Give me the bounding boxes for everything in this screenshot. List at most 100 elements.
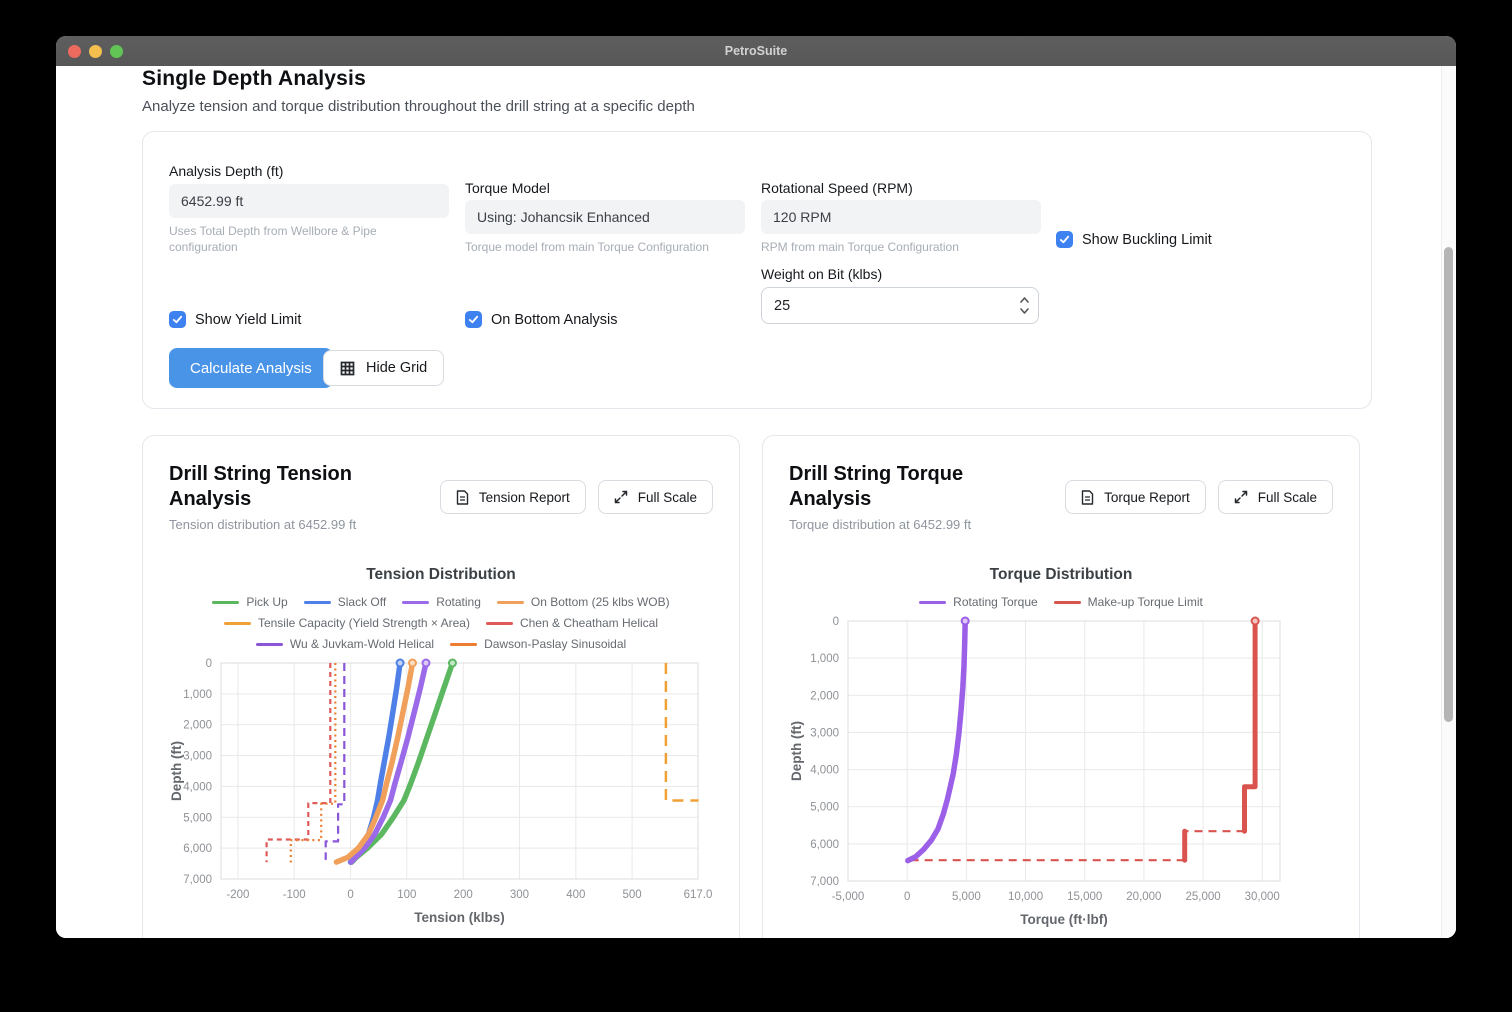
close-window-icon[interactable]: [68, 44, 81, 58]
calculate-analysis-button[interactable]: Calculate Analysis: [169, 348, 333, 388]
scrollbar-thumb[interactable]: [1444, 247, 1453, 722]
checkbox-label: On Bottom Analysis: [491, 311, 618, 328]
svg-text:Tension (klbs): Tension (klbs): [414, 910, 505, 925]
tension-analysis-card: Drill String Tension Analysis Tension di…: [142, 435, 740, 938]
card-title: Drill String Torque Analysis: [789, 463, 964, 510]
check-icon: [465, 311, 482, 328]
zoom-window-icon[interactable]: [110, 44, 123, 58]
svg-text:-100: -100: [283, 889, 306, 901]
legend-item[interactable]: Pick Up: [212, 595, 288, 609]
weight-on-bit-input[interactable]: [761, 287, 1039, 324]
hide-grid-button[interactable]: Hide Grid: [323, 350, 445, 386]
legend-item[interactable]: Rotating Torque: [919, 595, 1038, 609]
legend-item[interactable]: Make-up Torque Limit: [1053, 595, 1203, 609]
expand-icon: [1234, 490, 1247, 504]
svg-text:5,000: 5,000: [183, 812, 212, 824]
legend-label: Make-up Torque Limit: [1087, 595, 1203, 609]
legend-label: Chen & Cheatham Helical: [519, 616, 659, 630]
legend-swatch-icon: [255, 642, 283, 646]
legend-item[interactable]: Rotating: [402, 595, 481, 609]
svg-text:15,000: 15,000: [1067, 891, 1102, 903]
svg-text:2,000: 2,000: [183, 720, 212, 732]
analysis-depth-input[interactable]: [169, 184, 449, 218]
torque-model-input[interactable]: [465, 200, 745, 234]
torque-full-scale-button[interactable]: Full Scale: [1217, 480, 1333, 514]
document-icon: [456, 489, 469, 505]
show-yield-limit-checkbox[interactable]: Show Yield Limit: [169, 311, 301, 328]
legend-swatch-icon: [496, 600, 524, 604]
svg-text:Depth (ft): Depth (ft): [169, 741, 184, 801]
svg-text:-5,000: -5,000: [832, 891, 865, 903]
minimize-window-icon[interactable]: [89, 44, 102, 58]
svg-text:100: 100: [397, 889, 416, 901]
torque-analysis-card: Drill String Torque Analysis Torque dist…: [762, 435, 1360, 938]
legend-swatch-icon: [1053, 600, 1081, 604]
chart-title: Torque Distribution: [989, 566, 1133, 583]
svg-text:2,000: 2,000: [810, 690, 839, 702]
legend-label: On Bottom (25 klbs WOB): [530, 595, 670, 609]
legend-label: Dawson-Paslay Sinusoidal: [484, 637, 627, 651]
legend-label: Tensile Capacity (Yield Strength × Area): [257, 616, 470, 630]
svg-text:5,000: 5,000: [810, 802, 839, 814]
legend-swatch-icon: [223, 621, 251, 625]
tension-chart[interactable]: -200 -100 0 100 200 300 400 500 617.0 0 1,000 2,000…: [169, 655, 715, 929]
rotational-speed-helper: RPM from main Torque Configuration: [761, 240, 959, 254]
page-title: Single Depth Analysis: [142, 67, 366, 90]
analysis-settings-panel: Analysis Depth (ft) Uses Total Depth fro…: [142, 131, 1372, 409]
show-buckling-limit-checkbox[interactable]: Show Buckling Limit: [1056, 231, 1212, 248]
svg-text:4,000: 4,000: [183, 781, 212, 793]
page-subtitle: Analyze tension and torque distribution …: [142, 98, 695, 115]
svg-text:20,000: 20,000: [1126, 891, 1161, 903]
grid-icon: [340, 361, 355, 375]
svg-text:5,000: 5,000: [952, 891, 981, 903]
svg-text:Depth (ft): Depth (ft): [789, 721, 804, 781]
expand-icon: [614, 490, 627, 504]
legend-label: Slack Off: [337, 595, 387, 609]
svg-text:-200: -200: [226, 889, 249, 901]
torque-chart[interactable]: -5,000 0 5,000 10,000 15,000 20,000 25,000 30,0…: [789, 613, 1335, 931]
card-subtitle: Tension distribution at 6452.99 ft: [169, 517, 357, 532]
svg-text:25,000: 25,000: [1185, 891, 1220, 903]
app-window: PetroSuite Single Depth Analysis Analyze…: [56, 36, 1456, 938]
legend-label: Wu & Juvkam-Wold Helical: [289, 637, 435, 651]
torque-report-button[interactable]: Torque Report: [1065, 480, 1206, 514]
legend-swatch-icon: [402, 600, 430, 604]
svg-text:617.0: 617.0: [684, 889, 713, 901]
svg-text:400: 400: [566, 889, 585, 901]
svg-text:0: 0: [347, 889, 353, 901]
svg-text:7,000: 7,000: [183, 874, 212, 886]
svg-text:1,000: 1,000: [183, 689, 212, 701]
legend-item[interactable]: Slack Off: [303, 595, 387, 609]
svg-text:500: 500: [623, 889, 642, 901]
button-label: Tension Report: [478, 489, 570, 505]
torque-chart-legend: Rotating Torque Make-up Torque Limit: [799, 595, 1323, 609]
legend-item[interactable]: Chen & Cheatham Helical: [485, 616, 659, 630]
svg-text:4,000: 4,000: [810, 765, 839, 777]
legend-item[interactable]: Dawson-Paslay Sinusoidal: [450, 637, 626, 651]
window-titlebar: PetroSuite: [56, 36, 1456, 66]
svg-text:7,000: 7,000: [810, 876, 839, 888]
torque-model-label: Torque Model: [465, 180, 550, 196]
svg-text:0: 0: [904, 891, 910, 903]
legend-item[interactable]: On Bottom (25 klbs WOB): [496, 595, 670, 609]
weight-on-bit-label: Weight on Bit (klbs): [761, 266, 883, 282]
legend-swatch-icon: [303, 600, 331, 604]
tension-report-button[interactable]: Tension Report: [439, 480, 586, 514]
card-subtitle: Torque distribution at 6452.99 ft: [789, 517, 972, 532]
svg-text:6,000: 6,000: [183, 843, 212, 855]
rotational-speed-input[interactable]: [761, 200, 1041, 234]
legend-item[interactable]: Wu & Juvkam-Wold Helical: [255, 637, 435, 651]
on-bottom-analysis-checkbox[interactable]: On Bottom Analysis: [465, 311, 618, 328]
analysis-depth-label: Analysis Depth (ft): [169, 163, 284, 179]
window-controls: [68, 44, 123, 58]
tension-full-scale-button[interactable]: Full Scale: [597, 480, 713, 514]
svg-text:10,000: 10,000: [1008, 891, 1043, 903]
check-icon: [1056, 231, 1073, 248]
stepper-icon[interactable]: [1019, 295, 1030, 316]
checkbox-label: Show Yield Limit: [195, 311, 302, 328]
legend-label: Rotating: [436, 595, 481, 609]
legend-item[interactable]: Tensile Capacity (Yield Strength × Area): [223, 616, 470, 630]
svg-text:3,000: 3,000: [183, 751, 212, 763]
hide-grid-label: Hide Grid: [366, 360, 428, 376]
chart-title: Tension Distribution: [366, 566, 516, 583]
